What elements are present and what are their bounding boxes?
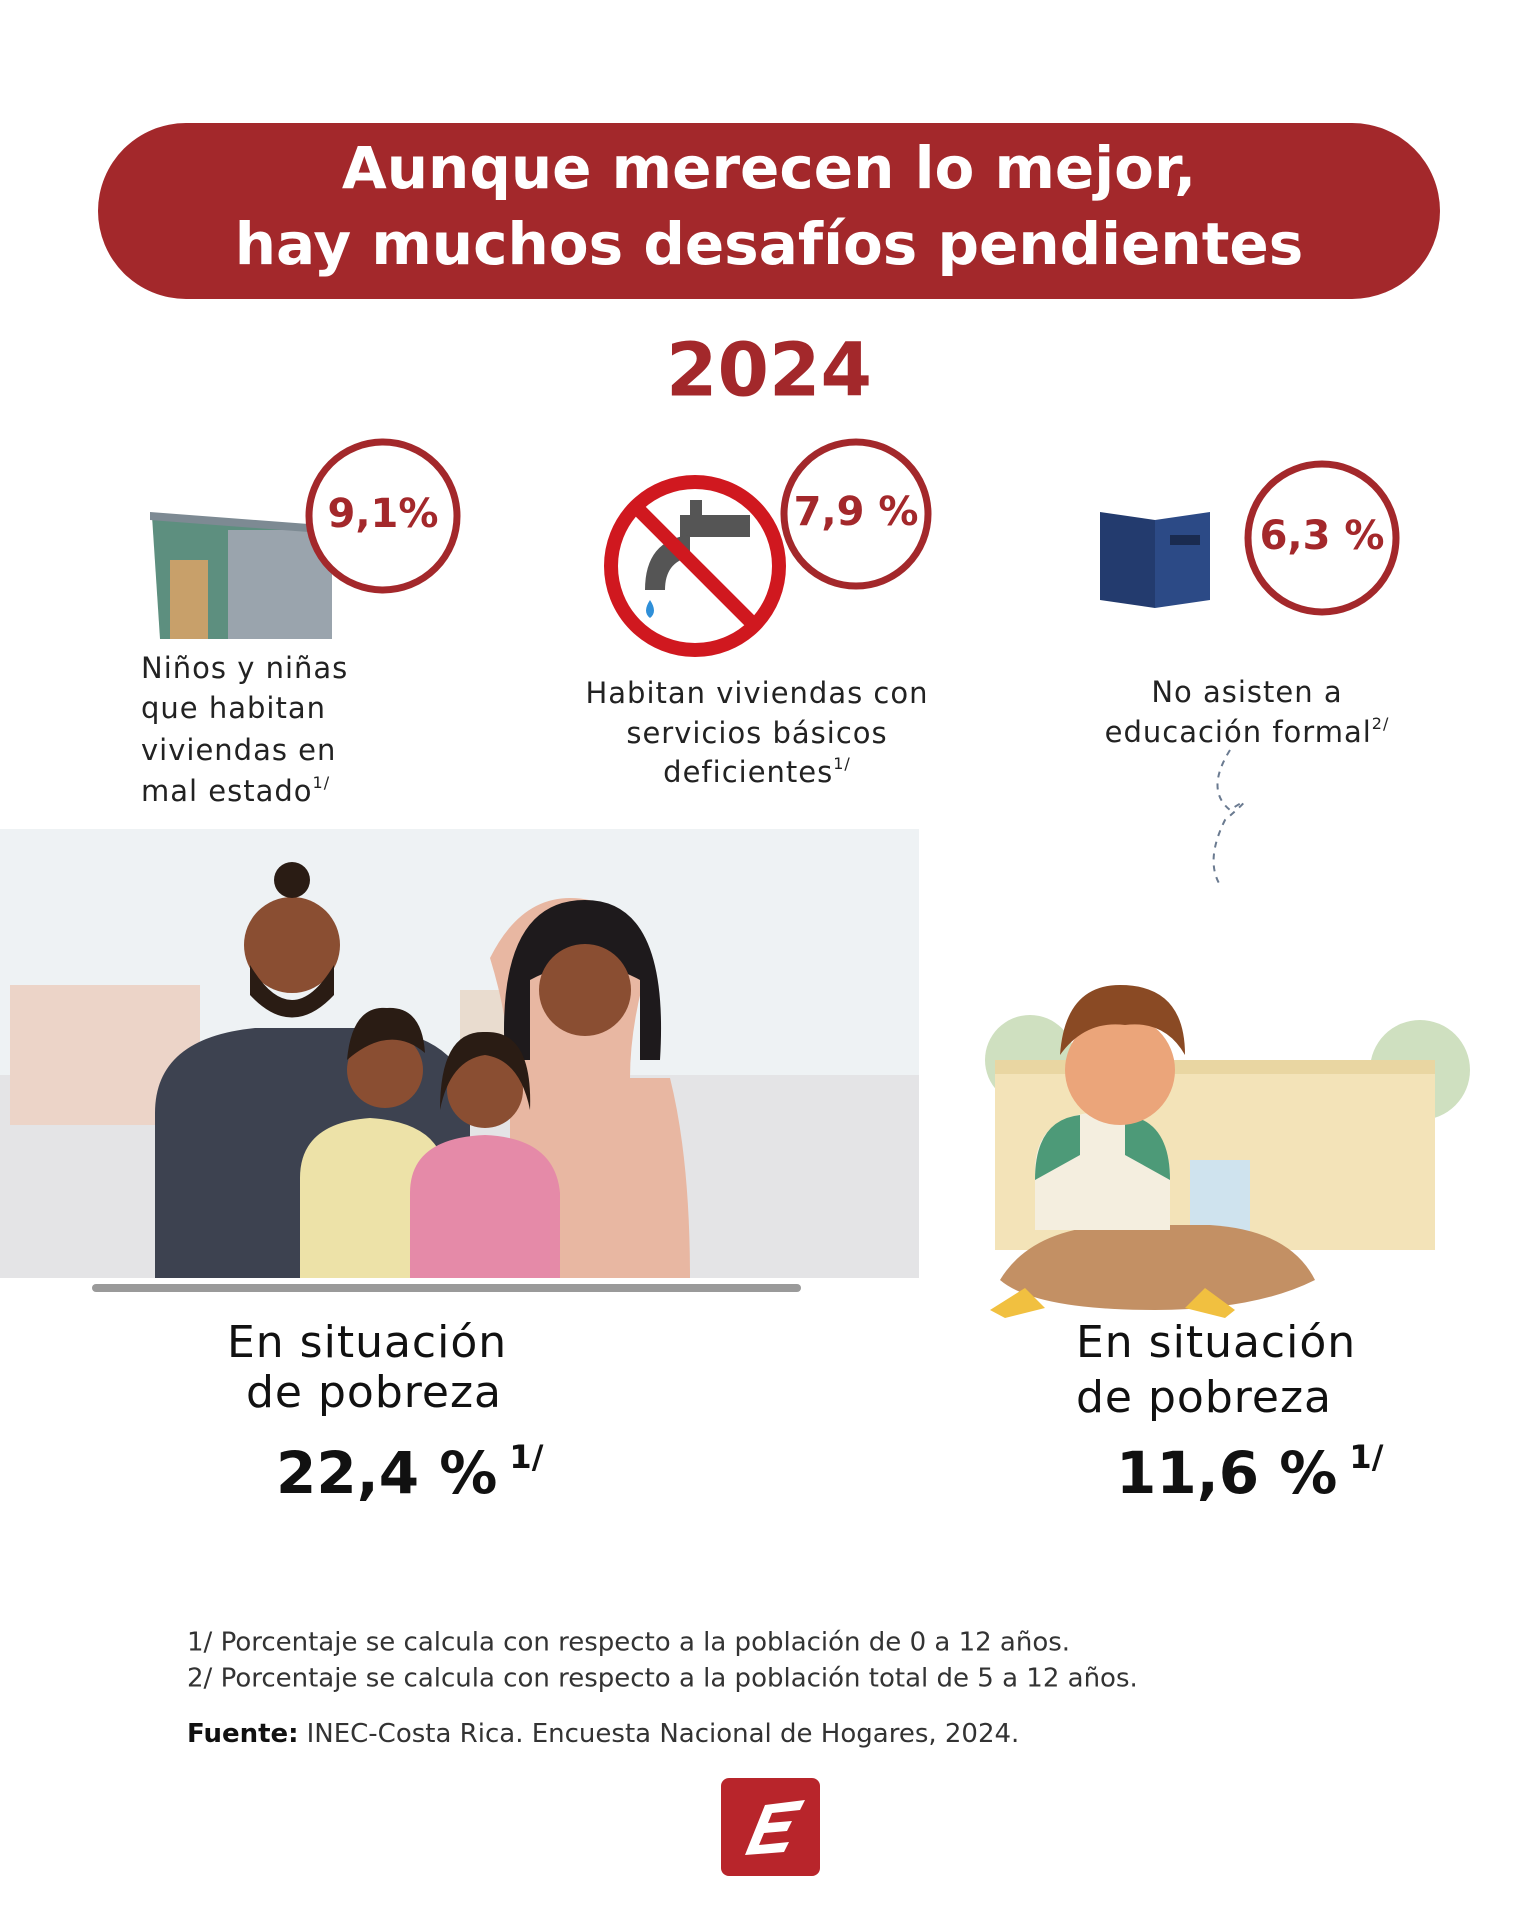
indicator-label: deficientes [663, 755, 833, 789]
indicator-value: 7,9 % [794, 489, 919, 535]
value-circle [780, 438, 932, 590]
book-icon [1100, 512, 1210, 608]
year: 2024 [666, 328, 872, 414]
title-line: Aunque merecen lo mejor, [342, 134, 1196, 202]
family-illustration [0, 829, 919, 1292]
source: Fuente: INEC-Costa Rica. Encuesta Naciona… [187, 1719, 1019, 1749]
dashed-path [1212, 749, 1245, 886]
footnote: 1/ Porcentaje se calcula con respecto a … [187, 1628, 1070, 1658]
indicator-label: mal estado1/ [141, 773, 330, 809]
poverty-label: En situación [1076, 1317, 1356, 1368]
indicator-label: servicios básicos [626, 716, 887, 750]
poverty-value: 22,4 % 1/ [276, 1438, 544, 1507]
value-circle [1244, 460, 1400, 616]
poverty-value: 11,6 % [1116, 1439, 1337, 1507]
indicator-label: viviendas en [141, 733, 336, 767]
footnote: 2/ Porcentaje se calcula con respecto a … [187, 1664, 1138, 1694]
source-label: Fuente: [187, 1719, 299, 1749]
note-mark: 1/ [833, 754, 851, 773]
title-banner [98, 123, 1440, 299]
source-text: INEC-Costa Rica. Encuesta Nacional de Ho… [307, 1719, 1020, 1749]
poverty-label: de pobreza [1076, 1372, 1332, 1423]
indicator-label: educación formal [1105, 715, 1372, 749]
no-water-icon [604, 475, 786, 657]
indicator-label: educación formal2/ [1105, 714, 1390, 750]
indicator-label: que habitan [141, 691, 326, 725]
indicator-label: mal estado [141, 774, 313, 808]
value-circle [305, 438, 461, 594]
title-line: hay muchos desafíos pendientes [235, 210, 1304, 278]
logo [721, 1778, 820, 1876]
note-mark: 2/ [1372, 714, 1390, 733]
boy-illustration [985, 985, 1470, 1318]
note-mark: 1/ [313, 773, 331, 792]
poverty-value: 22,4 % [276, 1439, 497, 1507]
indicator-label: No asisten a [1151, 675, 1342, 709]
poverty-value: 11,6 % 1/ [1116, 1438, 1384, 1507]
poverty-label: de pobreza [246, 1367, 502, 1418]
indicator-value: 6,3 % [1260, 513, 1385, 559]
indicator-value: 9,1% [328, 491, 439, 537]
note-mark: 1/ [509, 1438, 543, 1476]
note-mark: 1/ [1349, 1438, 1383, 1476]
indicator-label: deficientes1/ [663, 754, 851, 790]
poverty-label: En situación [227, 1317, 507, 1368]
indicator-label: Habitan viviendas con [585, 676, 928, 710]
indicator-label: Niños y niñas [141, 651, 348, 685]
